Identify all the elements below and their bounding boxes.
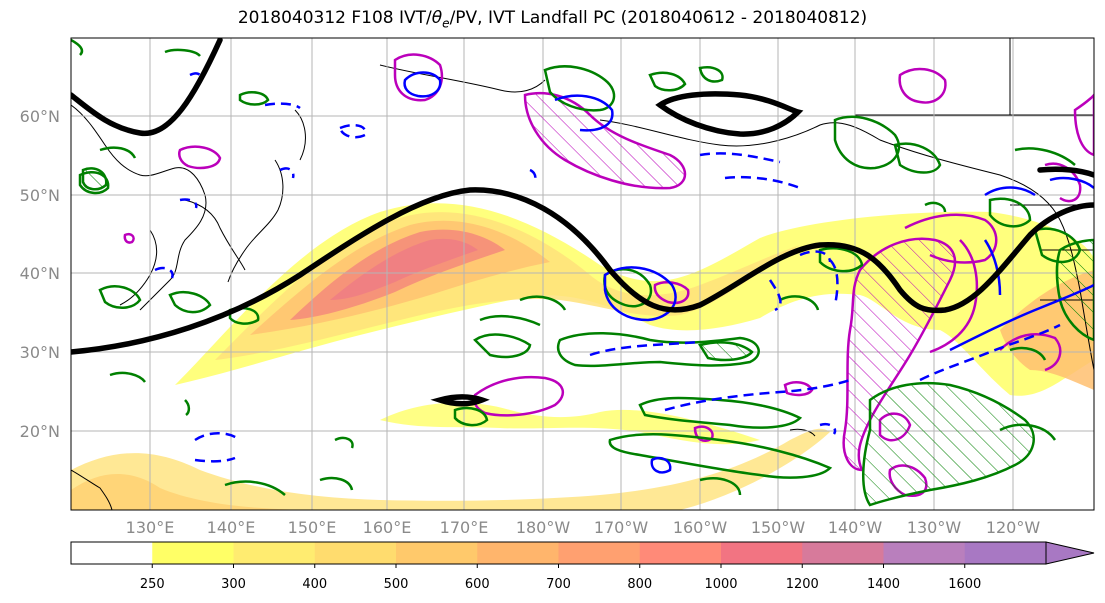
lon-label-120w: 120°W (986, 518, 1041, 537)
colorbar-tick-label: 400 (302, 577, 327, 592)
longitude-labels: 130°E 140°E 150°E 160°E 170°E 180°W 170°… (126, 518, 1041, 537)
coastlines (71, 38, 1094, 510)
lon-label-160e: 160°E (363, 518, 412, 537)
latitude-labels: 60°N 50°N 40°N 30°N 20°N (20, 107, 60, 441)
lat-label-20n: 20°N (20, 422, 60, 441)
lon-label-160w: 160°W (673, 518, 728, 537)
map-title: 2018040312 F108 IVT/θe/PV, IVT Landfall … (237, 8, 868, 31)
colorbar-swatch (396, 542, 478, 564)
lon-label-150w: 150°W (751, 518, 806, 537)
colorbar-extend-arrow (1045, 541, 1095, 565)
colorbar-swatch (314, 542, 397, 564)
colorbar-tick-label: 800 (627, 577, 652, 592)
colorbar-tick-label: 700 (546, 577, 571, 592)
colorbar-swatch (883, 542, 966, 564)
colorbar-swatch (639, 542, 722, 564)
ivt-band-1000 (330, 238, 478, 300)
colorbar: 250 300 400 500 600 700 800 1000 1200 1400 1600 (70, 541, 1095, 592)
pv-negative-hatched-2 (698, 341, 754, 362)
colorbar-swatch (233, 542, 316, 564)
lat-label-60n: 60°N (20, 107, 60, 126)
colorbar-tick-label: 1000 (704, 577, 737, 592)
colorbar-swatch (477, 542, 559, 564)
lon-label-130e: 130°E (126, 518, 175, 537)
ivt-band-south-inner (71, 473, 320, 510)
colorbar-swatch (152, 542, 234, 564)
colorbar-swatch (964, 542, 1047, 564)
pv-negative-hatched-coast (1055, 238, 1094, 342)
colorbar-swatch (558, 542, 641, 564)
pv-hatched-region (523, 91, 687, 190)
lon-label-140e: 140°E (207, 518, 256, 537)
colorbar-tick-label: 600 (465, 577, 490, 592)
lat-label-50n: 50°N (20, 186, 60, 205)
colorbar-tick-label: 1400 (867, 577, 900, 592)
colorbar-swatch (721, 542, 803, 564)
ivt-band-south (71, 428, 830, 510)
ivt-landfall-pc-contours (71, 38, 1094, 407)
lon-label-140w: 140°W (828, 518, 883, 537)
lon-label-170w: 170°W (594, 518, 649, 537)
colorbar-tick-label: 500 (384, 577, 409, 592)
lon-label-130w: 130°W (907, 518, 962, 537)
colorbar-tick-label: 300 (221, 577, 246, 592)
pv-negative-hatched-east (862, 381, 1035, 507)
colorbar-tick-label: 250 (140, 577, 165, 592)
colorbar-swatch (802, 542, 884, 564)
colorbar-tick-label: 1200 (786, 577, 819, 592)
map-frame (70, 37, 1095, 511)
colorbar-swatch (71, 542, 153, 564)
lon-label-180w: 180°W (516, 518, 571, 537)
pv-negative-hatched (81, 167, 108, 191)
colorbar-tick-label: 1600 (948, 577, 981, 592)
lon-label-170e: 170°E (440, 518, 489, 537)
lon-label-150e: 150°E (288, 518, 337, 537)
lat-label-30n: 30°N (20, 343, 60, 362)
lat-label-40n: 40°N (20, 264, 60, 283)
pv-negative-contours (71, 38, 1094, 507)
